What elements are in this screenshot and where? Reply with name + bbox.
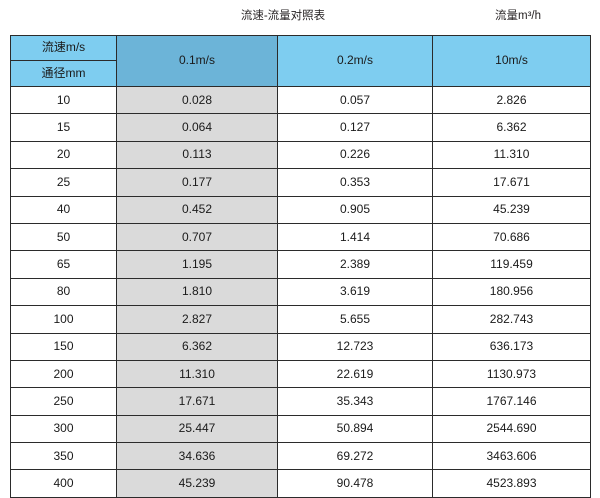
titles-bar: 流速-流量对照表 流量m³/h (0, 0, 600, 35)
cell-flow-0.1ms: 0.028 (116, 85, 278, 115)
cell-diameter-mm: 20 (10, 140, 117, 170)
cell-diameter-mm: 25 (10, 168, 117, 197)
cell-diameter-mm: 150 (10, 332, 117, 361)
cell-flow-0.2ms: 5.655 (277, 305, 433, 334)
cell-flow-0.2ms: 22.619 (277, 359, 433, 389)
cell-flow-10ms: 17.671 (432, 168, 591, 197)
cell-flow-0.2ms: 0.353 (277, 168, 433, 197)
flow-unit-title: 流量m³/h (495, 10, 541, 22)
cell-flow-0.1ms: 2.827 (116, 305, 278, 334)
cell-flow-0.1ms: 17.671 (116, 387, 278, 416)
cell-diameter-mm: 40 (10, 195, 117, 224)
table-row: 400 45.239 90.478 4523.893 (10, 469, 591, 498)
cell-diameter-mm: 250 (10, 387, 117, 416)
table-row: 10 0.028 0.057 2.826 (10, 85, 591, 115)
cell-diameter-mm: 15 (10, 113, 117, 142)
cell-flow-10ms: 180.956 (432, 277, 591, 307)
cell-flow-10ms: 6.362 (432, 113, 591, 142)
cell-flow-0.1ms: 11.310 (116, 359, 278, 389)
table-row: 250 17.671 35.343 1767.146 (10, 387, 591, 416)
cell-flow-10ms: 1130.973 (432, 359, 591, 389)
cell-diameter-mm: 65 (10, 250, 117, 279)
cell-flow-0.2ms: 2.389 (277, 250, 433, 279)
column-header-0.1ms[interactable]: 0.1m/s (116, 35, 278, 87)
cell-flow-0.1ms: 0.707 (116, 222, 278, 252)
cell-flow-10ms: 2544.690 (432, 414, 591, 444)
cell-diameter-mm: 300 (10, 414, 117, 444)
cell-flow-0.1ms: 1.195 (116, 250, 278, 279)
table-row: 150 6.362 12.723 636.173 (10, 332, 591, 361)
table-row: 80 1.810 3.619 180.956 (10, 277, 591, 307)
cell-flow-10ms: 70.686 (432, 222, 591, 252)
cell-flow-0.1ms: 1.810 (116, 277, 278, 307)
column-header-10ms[interactable]: 10m/s (432, 35, 591, 87)
cell-diameter-mm: 200 (10, 359, 117, 389)
cell-flow-0.1ms: 25.447 (116, 414, 278, 444)
table-row: 300 25.447 50.894 2544.690 (10, 414, 591, 444)
table-row: 200 11.310 22.619 1130.973 (10, 359, 591, 389)
cell-diameter-mm: 100 (10, 305, 117, 334)
cell-flow-0.2ms: 12.723 (277, 332, 433, 361)
table-header-row-top: 流速m/s 0.1m/s 0.2m/s 10m/s (10, 35, 591, 87)
cell-flow-0.2ms: 0.127 (277, 113, 433, 142)
cell-flow-0.2ms: 0.057 (277, 85, 433, 115)
cell-flow-10ms: 11.310 (432, 140, 591, 170)
cell-flow-10ms: 636.173 (432, 332, 591, 361)
cell-flow-0.1ms: 0.452 (116, 195, 278, 224)
cell-flow-10ms: 2.826 (432, 85, 591, 115)
cell-flow-10ms: 4523.893 (432, 469, 591, 498)
cell-diameter-mm: 80 (10, 277, 117, 307)
table-row: 15 0.064 0.127 6.362 (10, 113, 591, 142)
header-corner-diameter-label: 通径mm (10, 60, 117, 87)
header-corner-velocity-label: 流速m/s (10, 35, 117, 61)
table-row: 350 34.636 69.272 3463.606 (10, 442, 591, 471)
table-row: 100 2.827 5.655 282.743 (10, 305, 591, 334)
cell-flow-0.2ms: 0.905 (277, 195, 433, 224)
table-row: 40 0.452 0.905 45.239 (10, 195, 591, 224)
cell-diameter-mm: 50 (10, 222, 117, 252)
cell-flow-0.2ms: 3.619 (277, 277, 433, 307)
cell-flow-0.2ms: 1.414 (277, 222, 433, 252)
cell-diameter-mm: 400 (10, 469, 117, 498)
table-row: 25 0.177 0.353 17.671 (10, 168, 591, 197)
cell-flow-0.1ms: 0.113 (116, 140, 278, 170)
cell-flow-10ms: 45.239 (432, 195, 591, 224)
cell-flow-0.2ms: 0.226 (277, 140, 433, 170)
flow-velocity-table-container: 流速m/s 0.1m/s 0.2m/s 10m/s 通径mm 10 0.028 0.… (10, 35, 591, 498)
cell-flow-0.1ms: 0.177 (116, 168, 278, 197)
cell-flow-0.1ms: 0.064 (116, 113, 278, 142)
cell-flow-0.2ms: 50.894 (277, 414, 433, 444)
flow-velocity-table: 流速m/s 0.1m/s 0.2m/s 10m/s 通径mm 10 0.028 0.… (10, 35, 591, 498)
cell-flow-0.2ms: 90.478 (277, 469, 433, 498)
page-title: 流速-流量对照表 (240, 10, 326, 22)
cell-flow-0.2ms: 35.343 (277, 387, 433, 416)
cell-flow-10ms: 282.743 (432, 305, 591, 334)
cell-flow-10ms: 119.459 (432, 250, 591, 279)
cell-flow-10ms: 1767.146 (432, 387, 591, 416)
cell-diameter-mm: 10 (10, 85, 117, 115)
table-header-row-bottom: 通径mm (10, 60, 591, 87)
cell-flow-0.1ms: 45.239 (116, 469, 278, 498)
table-row: 65 1.195 2.389 119.459 (10, 250, 591, 279)
table-row: 50 0.707 1.414 70.686 (10, 222, 591, 252)
table-row: 20 0.113 0.226 11.310 (10, 140, 591, 170)
cell-flow-0.1ms: 6.362 (116, 332, 278, 361)
column-header-0.2ms[interactable]: 0.2m/s (277, 35, 433, 87)
